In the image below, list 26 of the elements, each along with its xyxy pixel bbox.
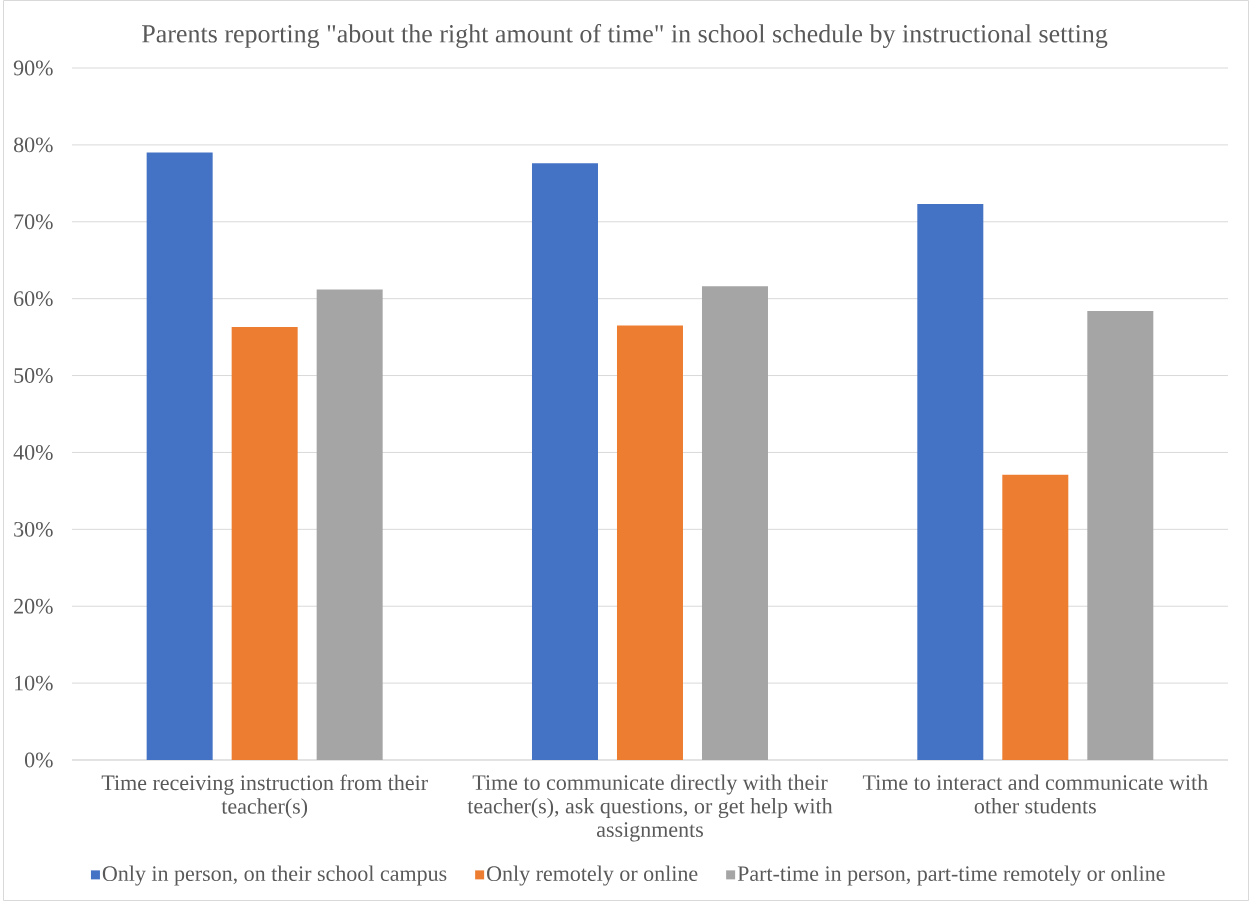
y-tick-label: 70% xyxy=(14,214,53,230)
y-tick-label: 10% xyxy=(15,675,53,691)
bar xyxy=(616,325,683,760)
bar xyxy=(231,327,298,760)
bar xyxy=(917,204,984,760)
legend-label: Only in person, on their school campus xyxy=(102,865,447,886)
chart-title: Parents reporting "about the right amount of time" in school schedule by instructional setting xyxy=(142,24,1108,48)
y-tick-label: 80% xyxy=(13,137,53,153)
bar xyxy=(146,152,213,760)
y-tick-label: 50% xyxy=(14,368,53,384)
y-tick-label: 60% xyxy=(14,291,53,307)
legend-label: Part-time in person, part-time remotely or online xyxy=(737,865,1165,886)
y-tick-label: 20% xyxy=(14,598,53,614)
bar xyxy=(531,163,598,760)
y-tick-label: 90% xyxy=(13,60,53,76)
x-tick-label: Time receiving instruction from their teacher(s) xyxy=(101,774,428,819)
x-tick-label: Time to interact and communicate with other students xyxy=(862,774,1208,814)
bar xyxy=(701,286,768,760)
y-tick-label: 0% xyxy=(24,752,53,768)
y-tick-label: 30% xyxy=(14,521,53,537)
y-tick-label: 40% xyxy=(13,444,53,460)
x-tick-label: Time to communicate directly with their teacher(s), ask questions, or get help with assignments xyxy=(467,774,833,842)
bar xyxy=(1087,310,1154,760)
bar xyxy=(1002,474,1069,760)
bar xyxy=(316,289,383,760)
legend-label: Only remotely or online xyxy=(487,865,698,886)
